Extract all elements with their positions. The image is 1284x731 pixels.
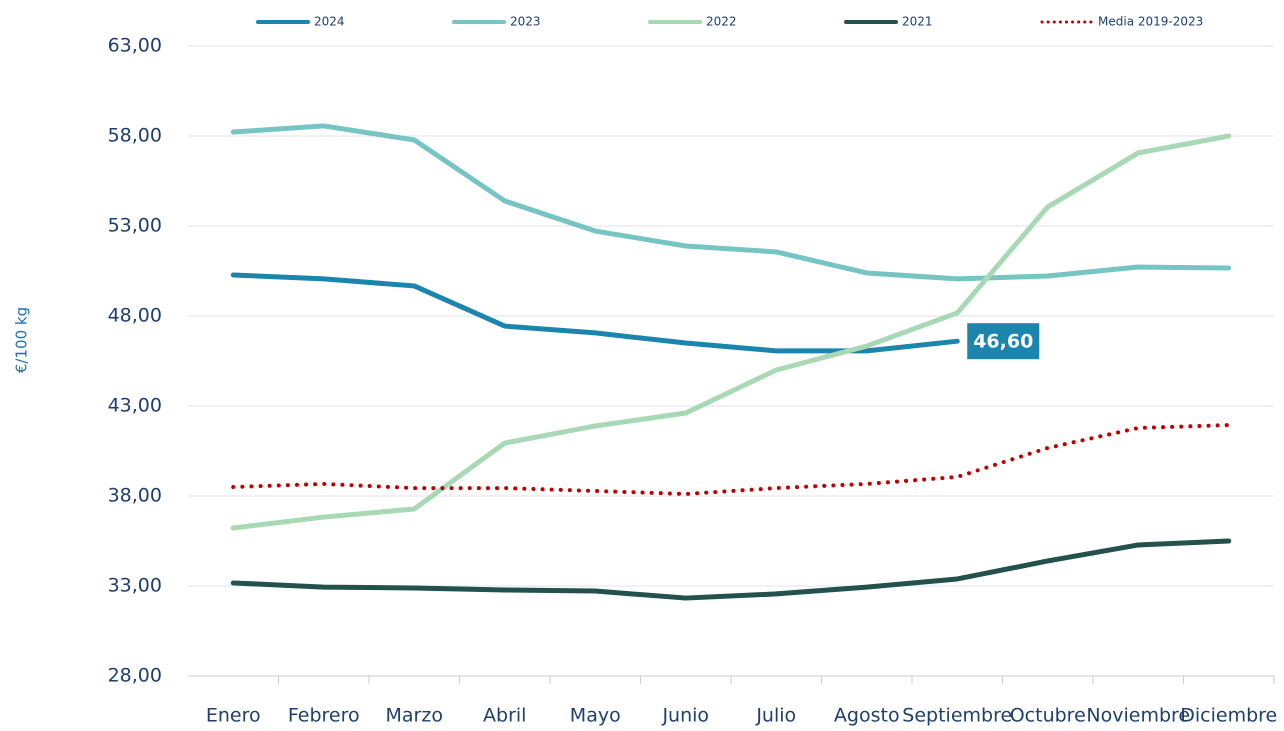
legend-label: Media 2019-2023 xyxy=(1098,15,1203,29)
x-tick-label: Septiembre xyxy=(902,705,1012,727)
x-tick-label: Mayo xyxy=(570,705,621,727)
y-tick-label: 58,00 xyxy=(108,125,162,147)
y-tick-label: 38,00 xyxy=(108,485,162,507)
x-tick-label: Agosto xyxy=(834,705,900,727)
y-tick-label: 28,00 xyxy=(108,665,162,687)
legend-label: 2022 xyxy=(706,15,737,29)
x-tick-label: Abril xyxy=(483,705,526,727)
legend-label: 2021 xyxy=(902,15,933,29)
y-tick-label: 53,00 xyxy=(108,215,162,237)
series-line xyxy=(230,538,1232,601)
x-tick-label: Marzo xyxy=(386,705,443,727)
series-line xyxy=(230,123,1232,282)
x-tick-label: Junio xyxy=(661,705,709,727)
x-tick-label: Noviembre xyxy=(1086,705,1190,727)
x-tick-label: Julio xyxy=(755,705,796,727)
value-label: 46,60 xyxy=(973,331,1033,353)
y-axis-label: €/100 kg xyxy=(13,307,31,373)
y-tick-label: 63,00 xyxy=(108,35,162,57)
series-line xyxy=(230,272,960,354)
y-tick-label: 43,00 xyxy=(108,395,162,417)
x-tick-label: Enero xyxy=(206,705,261,727)
value-label-box xyxy=(967,323,1040,360)
series-line xyxy=(230,133,1232,531)
legend-label: 2023 xyxy=(510,15,541,29)
x-tick-label: Octubre xyxy=(1010,705,1086,727)
legend-label: 2024 xyxy=(314,15,345,29)
x-tick-label: Diciembre xyxy=(1180,705,1277,727)
y-tick-label: 48,00 xyxy=(108,305,162,327)
x-tick-label: Febrero xyxy=(288,705,360,727)
series-line xyxy=(231,423,1231,497)
y-tick-label: 33,00 xyxy=(108,575,162,597)
